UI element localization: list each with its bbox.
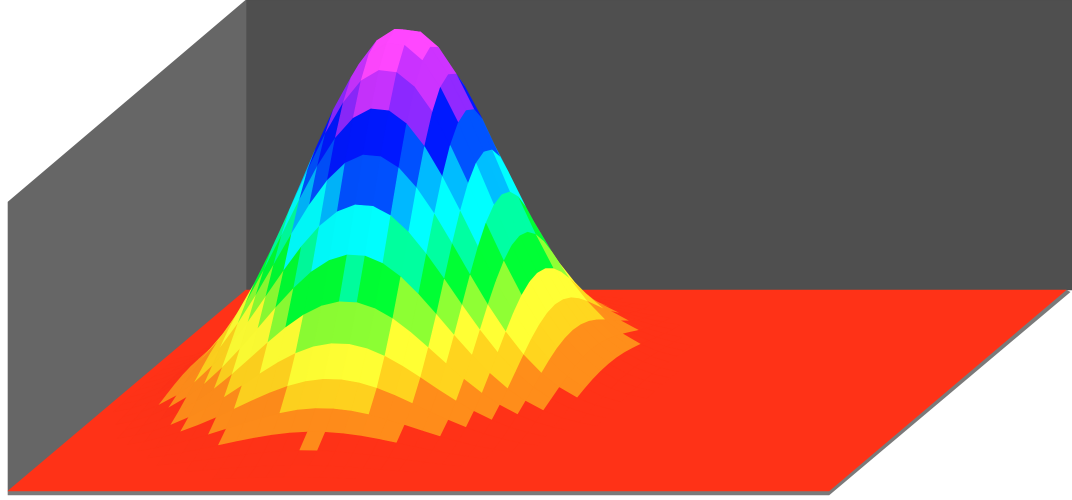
- surface-facet: [519, 432, 546, 446]
- surface-facet: [493, 438, 520, 453]
- surface-facet: [553, 417, 580, 432]
- surface-facet: [628, 386, 655, 399]
- surface-facet: [578, 413, 606, 427]
- surface-facet: [467, 445, 495, 460]
- surface-facet: [398, 459, 425, 473]
- surface-facet: [336, 466, 364, 480]
- surface-mesh: [112, 28, 693, 480]
- surface-facet: [441, 453, 469, 467]
